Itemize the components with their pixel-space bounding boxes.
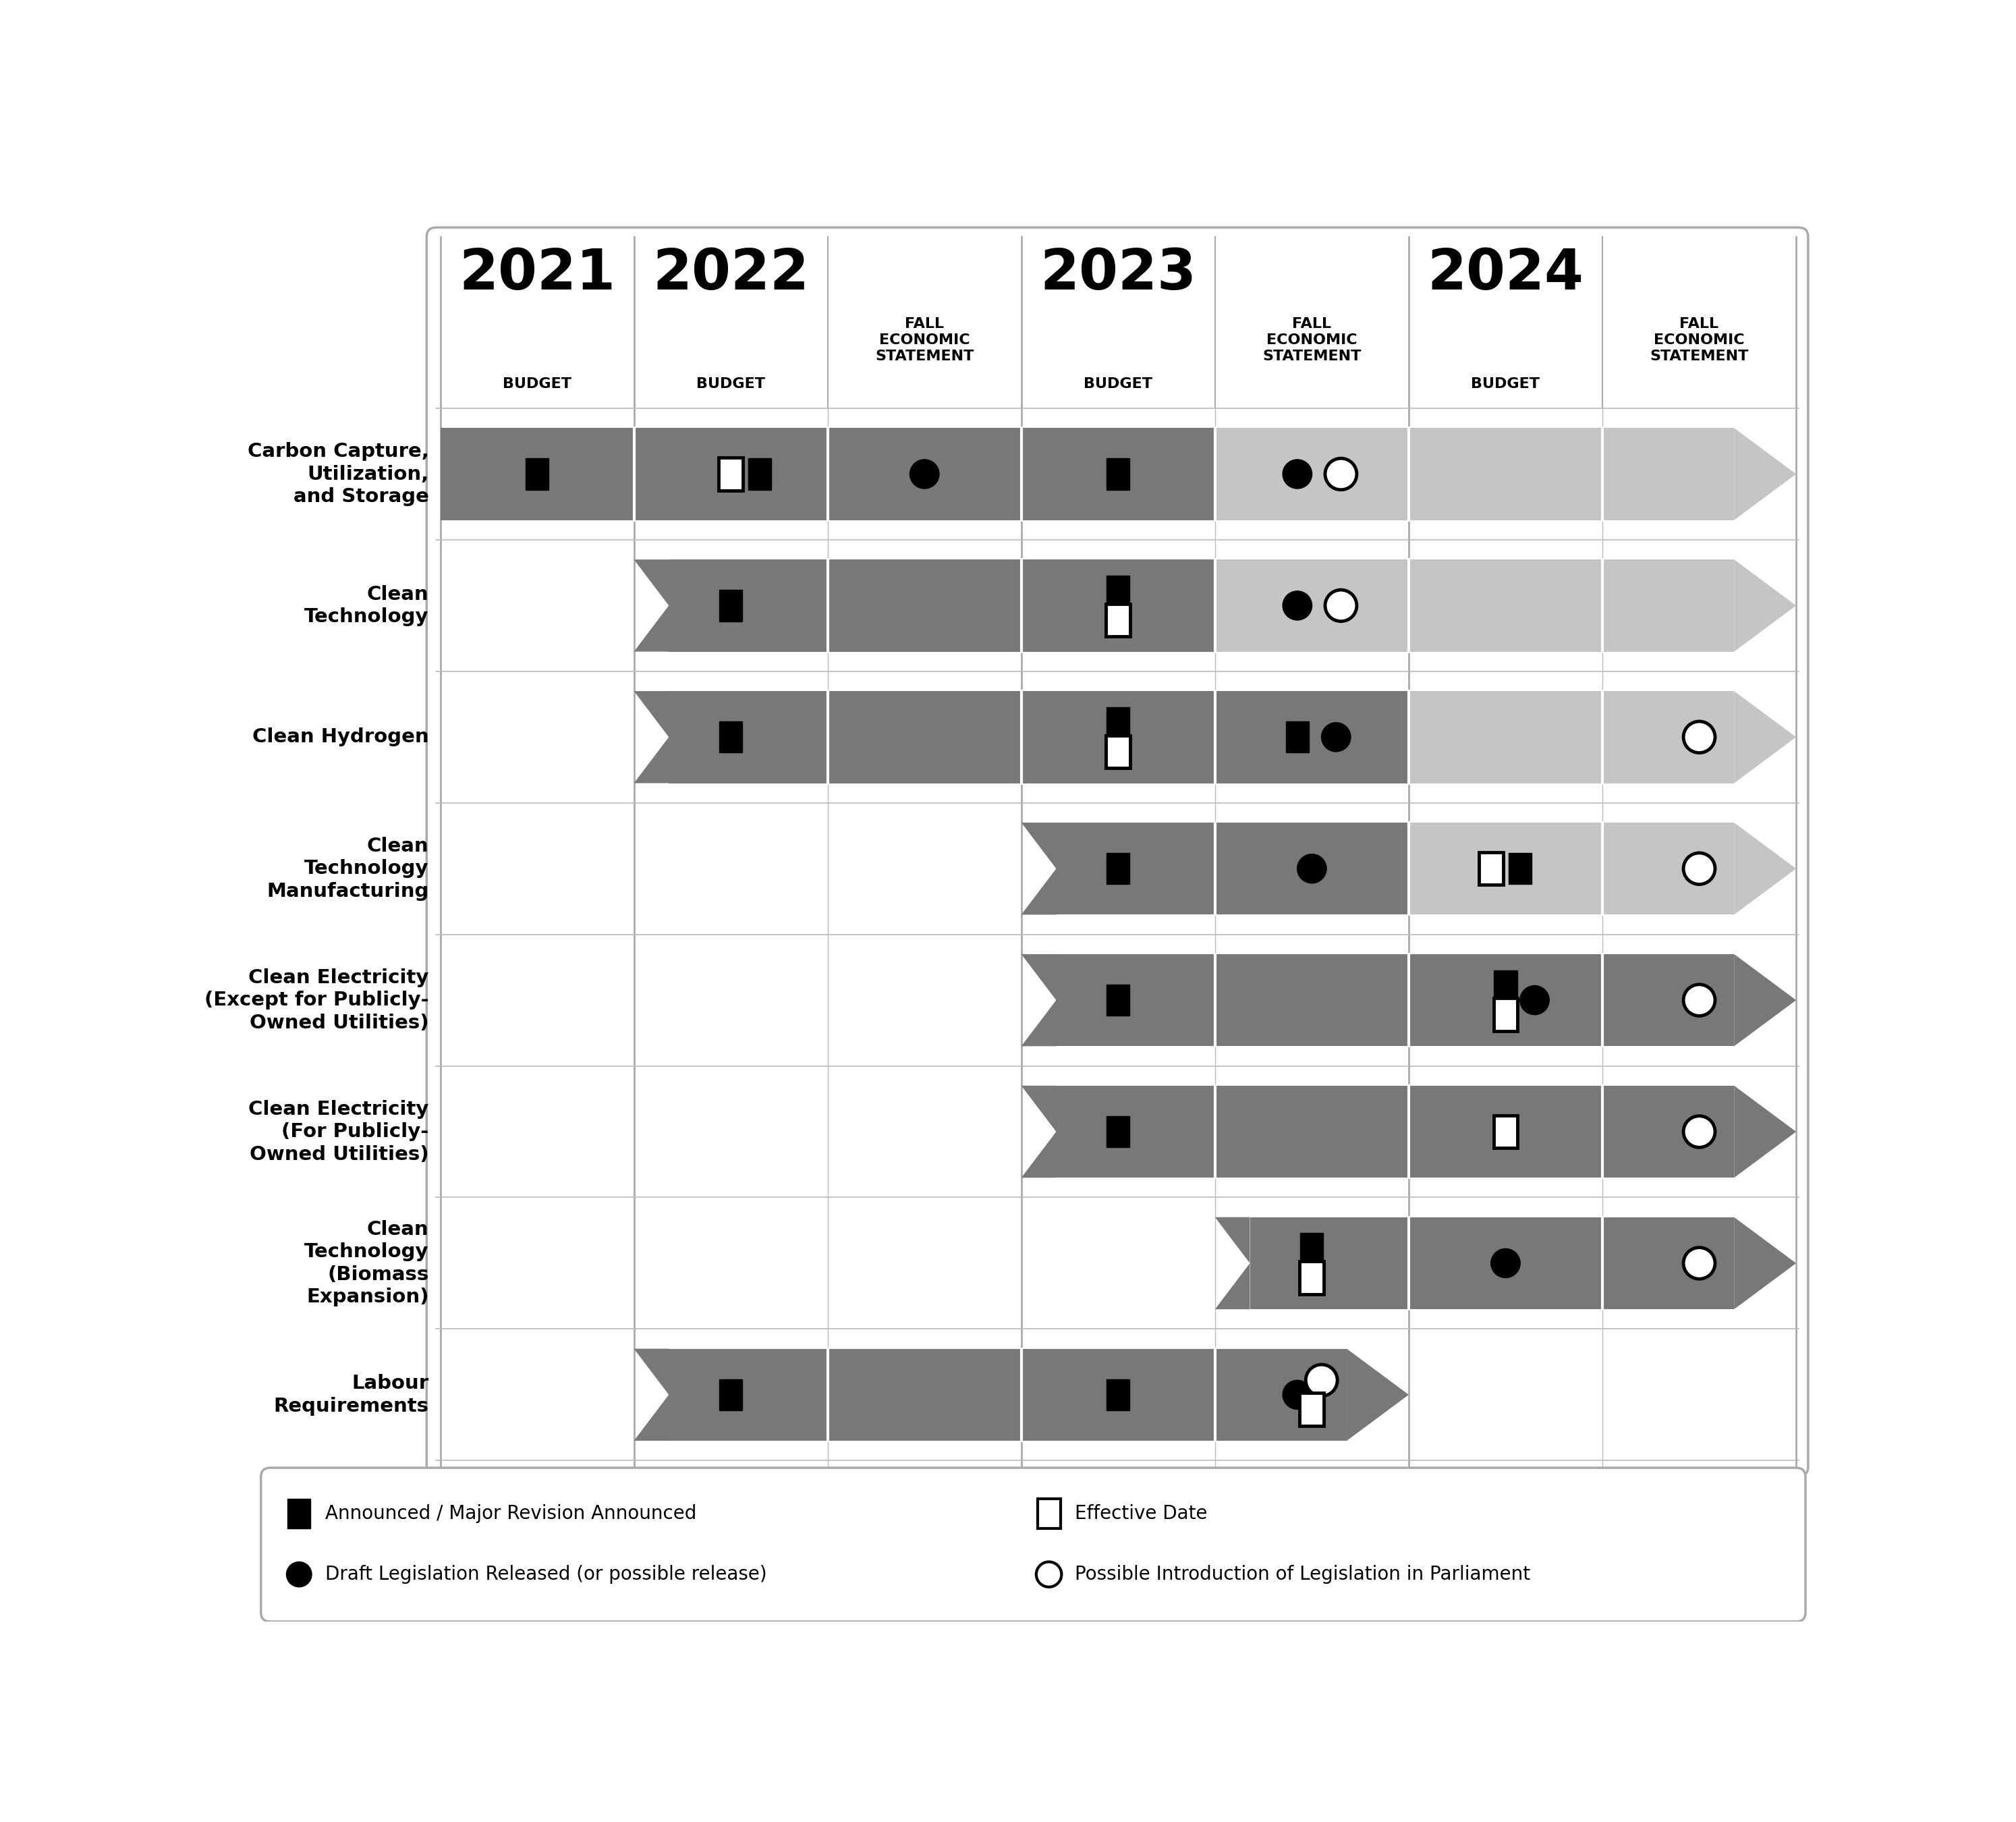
Text: Clean Electricity
(Except for Publicly-
Owned Utilities): Clean Electricity (Except for Publicly- …	[204, 967, 429, 1033]
Text: BUDGET: BUDGET	[1472, 377, 1540, 390]
Bar	[1300, 1392, 1325, 1425]
Circle shape	[1325, 459, 1357, 490]
Polygon shape	[1734, 691, 1796, 783]
Circle shape	[1520, 986, 1548, 1015]
Circle shape	[286, 1561, 312, 1587]
Text: Draft Legislation Released (or possible release): Draft Legislation Released (or possible …	[325, 1565, 766, 1583]
Polygon shape	[633, 559, 669, 652]
Circle shape	[1683, 853, 1716, 884]
Bar	[1300, 1261, 1325, 1294]
Bar	[1494, 998, 1518, 1031]
Text: BUDGET: BUDGET	[696, 377, 766, 390]
Bar	[1107, 459, 1129, 490]
Bar	[718, 457, 742, 490]
Text: Carbon Capture,
Utilization,
and Storage: Carbon Capture, Utilization, and Storage	[248, 443, 429, 507]
Bar	[1056, 955, 1734, 1046]
Circle shape	[1683, 1248, 1716, 1279]
Circle shape	[1282, 590, 1312, 619]
Bar	[669, 1348, 1347, 1441]
Polygon shape	[1734, 428, 1796, 519]
Bar	[526, 459, 548, 490]
Bar	[1107, 984, 1129, 1015]
Polygon shape	[1022, 955, 1056, 1046]
Text: Labour
Requirements: Labour Requirements	[274, 1374, 429, 1416]
Circle shape	[1320, 723, 1351, 752]
Polygon shape	[1734, 1217, 1796, 1310]
Bar	[1107, 736, 1131, 767]
Text: FALL
ECONOMIC
STATEMENT: FALL ECONOMIC STATEMENT	[1649, 317, 1748, 363]
Text: FALL
ECONOMIC
STATEMENT: FALL ECONOMIC STATEMENT	[1262, 317, 1361, 363]
Bar	[1107, 576, 1129, 607]
Text: 2022: 2022	[653, 246, 808, 301]
Text: 2024: 2024	[1427, 246, 1585, 301]
Circle shape	[1036, 1561, 1062, 1587]
Bar	[1409, 822, 1734, 915]
Bar	[720, 722, 742, 752]
FancyBboxPatch shape	[260, 1469, 1806, 1622]
Bar	[1038, 1500, 1060, 1529]
Polygon shape	[1734, 1086, 1796, 1177]
Circle shape	[909, 459, 939, 488]
Text: Clean Electricity
(For Publicly-
Owned Utilities): Clean Electricity (For Publicly- Owned U…	[248, 1100, 429, 1164]
Bar	[1409, 691, 1734, 783]
Circle shape	[1296, 855, 1327, 884]
Bar	[1056, 822, 1603, 915]
Text: BUDGET: BUDGET	[1085, 377, 1153, 390]
Bar	[748, 459, 772, 490]
Bar	[1056, 1086, 1734, 1177]
Polygon shape	[1734, 559, 1796, 652]
Bar	[288, 1500, 310, 1529]
Circle shape	[1683, 722, 1716, 752]
Circle shape	[1282, 1381, 1312, 1408]
Polygon shape	[1216, 1217, 1250, 1310]
Bar	[1107, 1117, 1129, 1148]
Polygon shape	[1734, 955, 1796, 1046]
Bar	[669, 691, 1603, 783]
Polygon shape	[633, 1348, 669, 1441]
Polygon shape	[1022, 822, 1056, 915]
Text: Clean Hydrogen: Clean Hydrogen	[252, 727, 429, 747]
Text: 2023: 2023	[1040, 246, 1195, 301]
Bar	[1494, 969, 1518, 1002]
Circle shape	[1683, 984, 1716, 1017]
Text: Clean
Technology
Manufacturing: Clean Technology Manufacturing	[266, 836, 429, 900]
Text: Possible Introduction of Legislation in Parliament: Possible Introduction of Legislation in …	[1075, 1565, 1530, 1583]
Text: Clean
Technology: Clean Technology	[304, 585, 429, 627]
Bar	[720, 1379, 742, 1410]
Polygon shape	[1347, 1348, 1409, 1441]
Bar	[439, 428, 1409, 519]
Bar	[1107, 853, 1129, 884]
Bar	[1107, 707, 1129, 738]
Bar	[1480, 853, 1504, 885]
Text: Effective Date: Effective Date	[1075, 1505, 1208, 1523]
Polygon shape	[1734, 822, 1796, 915]
Bar	[1508, 853, 1532, 884]
Polygon shape	[633, 691, 669, 783]
Circle shape	[1325, 590, 1357, 621]
Bar	[1216, 428, 1734, 519]
Text: Announced / Major Revision Announced: Announced / Major Revision Announced	[325, 1505, 698, 1523]
Bar	[1107, 1379, 1129, 1410]
Circle shape	[1282, 459, 1312, 488]
Bar	[1107, 603, 1131, 636]
Bar	[720, 590, 742, 621]
Bar	[669, 559, 1409, 652]
Circle shape	[1683, 1115, 1716, 1148]
Bar	[1300, 1233, 1322, 1264]
Polygon shape	[1022, 1086, 1056, 1177]
Circle shape	[1306, 1365, 1337, 1396]
Text: BUDGET: BUDGET	[502, 377, 571, 390]
Bar	[1250, 1217, 1734, 1310]
Bar	[1216, 559, 1734, 652]
Text: 2021: 2021	[460, 246, 615, 301]
Bar	[1286, 722, 1308, 752]
Text: Clean
Technology
(Biomass
Expansion): Clean Technology (Biomass Expansion)	[304, 1221, 429, 1306]
Bar	[1494, 1115, 1518, 1148]
Circle shape	[1492, 1248, 1520, 1277]
Text: FALL
ECONOMIC
STATEMENT: FALL ECONOMIC STATEMENT	[875, 317, 974, 363]
